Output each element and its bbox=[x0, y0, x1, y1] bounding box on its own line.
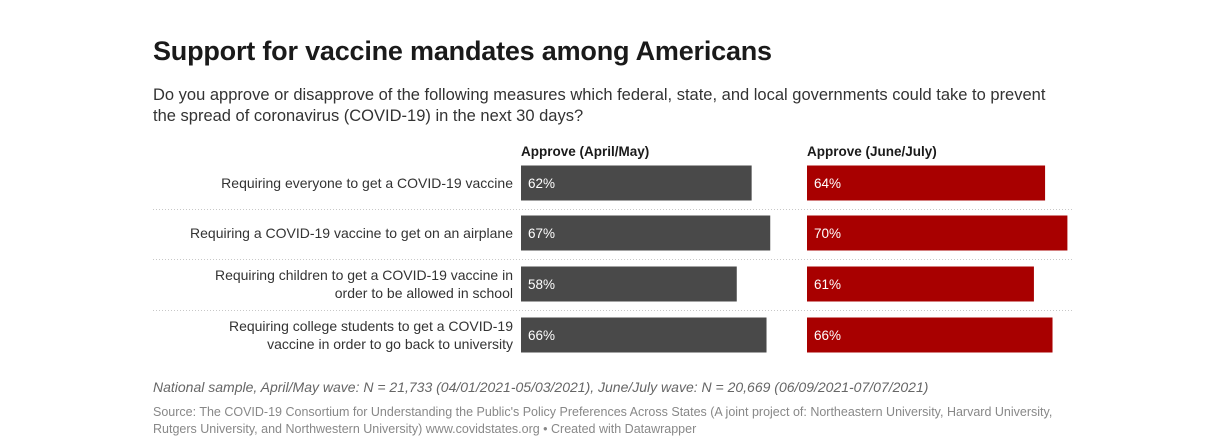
series-header: Approve (April/May) bbox=[521, 144, 649, 159]
category-label: Requiring a COVID-19 vaccine to get on a… bbox=[190, 225, 513, 241]
bar-value-label: 64% bbox=[814, 176, 841, 191]
bar bbox=[521, 266, 737, 302]
bar bbox=[521, 317, 767, 353]
bar bbox=[807, 215, 1068, 251]
bar bbox=[807, 317, 1053, 353]
category-label: Requiring college students to get a COVI… bbox=[229, 318, 513, 334]
category-label: vaccine in order to go back to universit… bbox=[267, 336, 513, 352]
bar-chart: Approve (April/May) Approve (June/July) Re… bbox=[153, 144, 1072, 353]
chart-subtitle: Do you approve or disapprove of the foll… bbox=[153, 86, 1046, 125]
bar-value-label: 67% bbox=[528, 226, 555, 241]
bar-value-label: 61% bbox=[814, 277, 841, 292]
bar bbox=[521, 215, 771, 251]
bar bbox=[807, 266, 1034, 302]
bar-value-label: 58% bbox=[528, 277, 555, 292]
bar-value-label: 62% bbox=[528, 176, 555, 191]
chart-title: Support for vaccine mandates among Ameri… bbox=[153, 36, 772, 66]
category-label: Requiring everyone to get a COVID-19 vac… bbox=[221, 175, 513, 191]
bar-value-label: 70% bbox=[814, 226, 841, 241]
category-label: order to be allowed in school bbox=[335, 285, 513, 301]
bar-value-label: 66% bbox=[528, 328, 555, 343]
bar bbox=[807, 165, 1046, 201]
series-header: Approve (June/July) bbox=[807, 144, 937, 159]
bar bbox=[521, 165, 752, 201]
category-label: Requiring children to get a COVID-19 vac… bbox=[215, 267, 513, 283]
sample-note: National sample, April/May wave: N = 21,… bbox=[153, 379, 929, 395]
source-note: Source: The COVID-19 Consortium for Unde… bbox=[153, 405, 1053, 436]
bar-value-label: 66% bbox=[814, 328, 841, 343]
